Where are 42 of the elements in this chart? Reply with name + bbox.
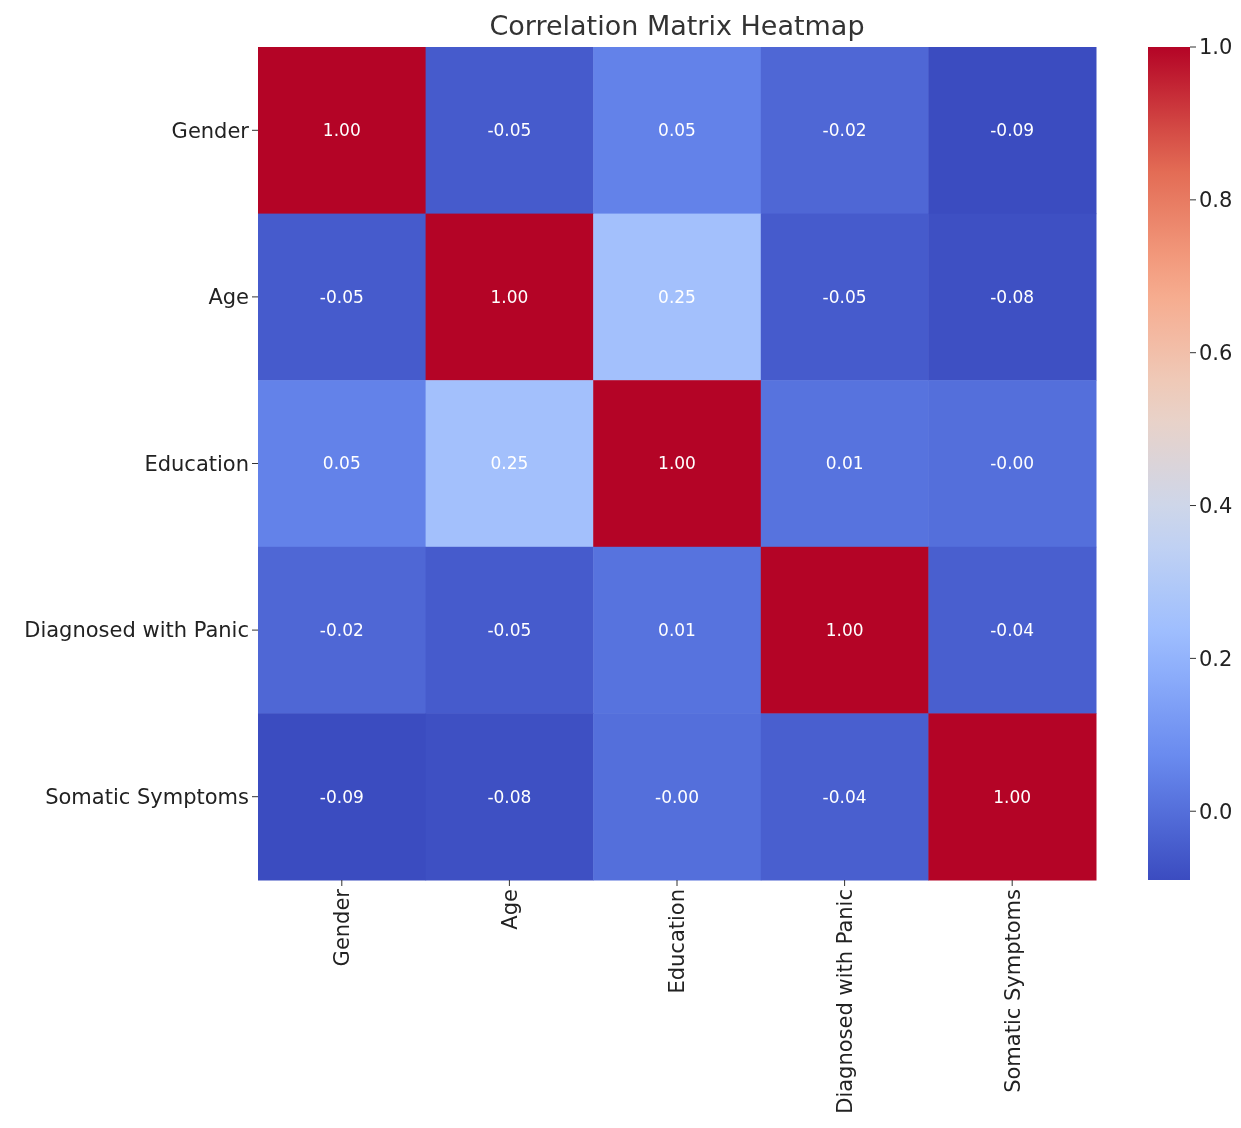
data-label: -0.05 — [319, 286, 364, 307]
data-label: 1.00 — [825, 620, 864, 641]
x-tick-label: Diagnosed with Panic — [832, 889, 857, 1114]
data-label: -0.00 — [990, 453, 1035, 474]
x-tick-label: Education — [665, 889, 690, 994]
data-label: -0.02 — [822, 120, 867, 141]
data-label: -0.04 — [990, 620, 1035, 641]
data-label: -0.08 — [990, 286, 1035, 307]
data-label: 1.00 — [490, 286, 529, 307]
data-label: 0.25 — [490, 453, 529, 474]
data-label: -0.05 — [822, 286, 867, 307]
data-label: -0.02 — [319, 620, 364, 641]
color-bar-label: 0.8 — [1199, 188, 1233, 213]
data-label: 0.05 — [322, 453, 361, 474]
x-tick-label: Gender — [330, 888, 355, 967]
data-label: -0.00 — [655, 786, 699, 807]
data-label: 1.00 — [993, 786, 1032, 807]
y-tick-label: Diagnosed with Panic — [24, 618, 249, 643]
y-tick-label: Education — [144, 451, 249, 476]
data-label: 0.01 — [658, 620, 696, 641]
y-tick-label: Gender — [171, 118, 250, 143]
data-label: 1.00 — [658, 453, 696, 474]
color-bar-label: 1.0 — [1199, 35, 1233, 60]
data-label: -0.08 — [487, 786, 532, 807]
color-bar-label: 0.4 — [1199, 493, 1233, 518]
data-label: 1.00 — [322, 120, 361, 141]
color-bar-label: 0.0 — [1199, 799, 1233, 824]
data-label: -0.09 — [319, 786, 364, 807]
data-label: 0.25 — [658, 286, 696, 307]
x-tick-label: Age — [497, 889, 522, 930]
color-bar-label: 0.2 — [1199, 646, 1233, 671]
y-tick-label: Somatic Symptoms — [45, 785, 249, 810]
x-tick-label: Somatic Symptoms — [1000, 889, 1025, 1093]
data-label: -0.04 — [822, 786, 867, 807]
data-label: -0.05 — [487, 120, 532, 141]
data-label: 0.05 — [658, 120, 696, 141]
data-label: 0.01 — [825, 453, 864, 474]
data-label: -0.09 — [990, 120, 1035, 141]
y-tick-label: Age — [208, 285, 249, 310]
chart-title: Correlation Matrix Heatmap — [489, 10, 865, 41]
data-label: -0.05 — [487, 620, 532, 641]
color-bar-label: 0.6 — [1199, 341, 1233, 366]
